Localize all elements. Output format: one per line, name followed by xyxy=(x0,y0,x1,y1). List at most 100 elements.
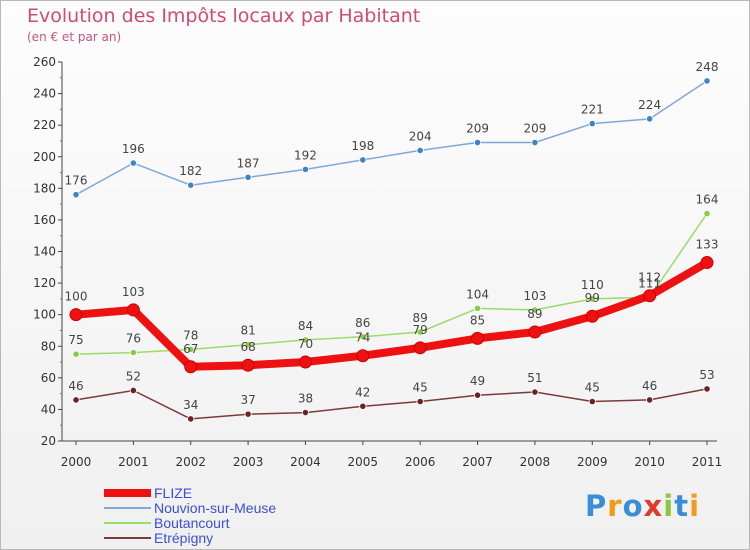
x-tick-label: 2000 xyxy=(61,455,92,469)
data-point xyxy=(471,331,485,345)
data-label: 103 xyxy=(122,285,145,299)
data-label: 209 xyxy=(466,122,489,136)
y-tick-label: 200 xyxy=(33,150,56,164)
legend-label: FLIZE xyxy=(154,485,192,501)
data-label: 110 xyxy=(581,278,604,292)
data-point xyxy=(416,328,424,336)
data-label: 46 xyxy=(642,379,657,393)
data-point xyxy=(241,358,255,372)
data-point xyxy=(187,345,195,354)
y-tick-label: 140 xyxy=(33,245,56,259)
logo-letter: r xyxy=(607,489,623,523)
y-tick-label: 220 xyxy=(33,118,56,132)
data-label: 164 xyxy=(696,193,719,207)
data-point xyxy=(531,388,539,396)
data-point xyxy=(356,349,370,363)
data-label: 99 xyxy=(585,291,600,305)
series-line-2 xyxy=(75,212,708,355)
data-point xyxy=(588,397,596,406)
data-label: 34 xyxy=(183,398,198,412)
data-label: 79 xyxy=(413,323,428,337)
data-label: 81 xyxy=(240,324,255,338)
series-line-3 xyxy=(75,388,708,420)
data-label: 84 xyxy=(298,319,313,333)
logo-letter: t xyxy=(674,489,690,523)
data-point xyxy=(126,303,140,317)
data-point xyxy=(244,410,252,418)
axes xyxy=(61,62,717,442)
data-label: 196 xyxy=(122,142,145,156)
series-markers xyxy=(69,77,714,423)
data-point xyxy=(244,173,252,181)
data-point xyxy=(244,341,252,349)
data-label: 45 xyxy=(585,381,600,395)
data-point xyxy=(69,308,83,322)
y-tick-label: 240 xyxy=(33,87,56,101)
series-lines xyxy=(72,80,711,420)
data-point xyxy=(72,396,80,404)
x-tick-label: 2006 xyxy=(405,455,436,469)
y-tick-label: 100 xyxy=(33,308,56,322)
x-tick-label: 2005 xyxy=(348,455,379,469)
logo-letter: P xyxy=(585,489,608,523)
logo-letter: i xyxy=(663,489,675,523)
y-tick-label: 20 xyxy=(41,434,56,448)
data-point xyxy=(588,295,596,303)
proxiti-logo: Proxiti xyxy=(585,489,700,523)
data-point xyxy=(646,396,654,404)
data-point xyxy=(473,304,482,312)
data-label: 104 xyxy=(466,287,489,301)
data-point xyxy=(585,309,599,323)
data-point xyxy=(187,415,195,423)
logo-letter: i xyxy=(689,489,701,523)
data-label: 86 xyxy=(355,316,370,330)
data-point xyxy=(703,77,711,85)
data-label: 224 xyxy=(638,98,661,112)
x-tick-label: 2011 xyxy=(692,455,723,469)
y-axis-ticks: 20 40 60 80 100 120 140 160 180 200 220 240 260 xyxy=(33,55,62,448)
data-label: 100 xyxy=(65,290,88,304)
data-point xyxy=(700,256,714,270)
data-label: 45 xyxy=(413,381,428,395)
data-point xyxy=(184,360,198,374)
data-label: 248 xyxy=(696,60,719,74)
y-tick-label: 80 xyxy=(41,339,56,353)
y-tick-label: 120 xyxy=(33,276,56,290)
data-label: 89 xyxy=(413,311,428,325)
data-label: 67 xyxy=(183,342,198,356)
data-point xyxy=(301,408,310,417)
data-labels: 46 52 34 37 38 42 45 49 51 45 46 53 75 76 78 81 84 86 89 10… xyxy=(65,60,719,412)
data-label: 176 xyxy=(65,174,88,188)
chart-subtitle: (en € et par an) xyxy=(27,30,122,44)
data-label: 42 xyxy=(355,385,370,399)
data-label: 51 xyxy=(527,371,542,385)
data-label: 133 xyxy=(696,238,719,252)
x-tick-label: 2001 xyxy=(118,455,149,469)
y-tick-label: 160 xyxy=(33,213,56,227)
data-label: 187 xyxy=(237,156,260,170)
legend-label: Nouvion-sur-Meuse xyxy=(154,500,276,516)
data-label: 52 xyxy=(126,369,141,383)
data-point xyxy=(129,386,137,395)
data-label: 53 xyxy=(699,368,714,382)
data-label: 49 xyxy=(470,374,485,388)
data-label: 76 xyxy=(126,332,141,346)
data-label: 85 xyxy=(470,313,485,327)
legend-label: Etrépigny xyxy=(154,530,213,546)
data-point xyxy=(416,397,424,406)
data-point xyxy=(301,165,310,173)
data-point xyxy=(359,156,367,164)
x-tick-label: 2007 xyxy=(462,455,493,469)
x-tick-label: 2003 xyxy=(233,455,264,469)
data-point xyxy=(413,341,427,355)
data-label: 89 xyxy=(527,307,542,321)
data-point xyxy=(298,355,312,369)
data-label: 221 xyxy=(581,103,604,117)
data-point xyxy=(129,159,137,167)
data-point xyxy=(129,348,137,357)
data-label: 68 xyxy=(240,340,255,354)
data-point xyxy=(531,306,539,314)
x-axis-ticks: 2000 2001 2002 2003 2004 2005 2006 2007 2008 2009… xyxy=(61,441,723,469)
